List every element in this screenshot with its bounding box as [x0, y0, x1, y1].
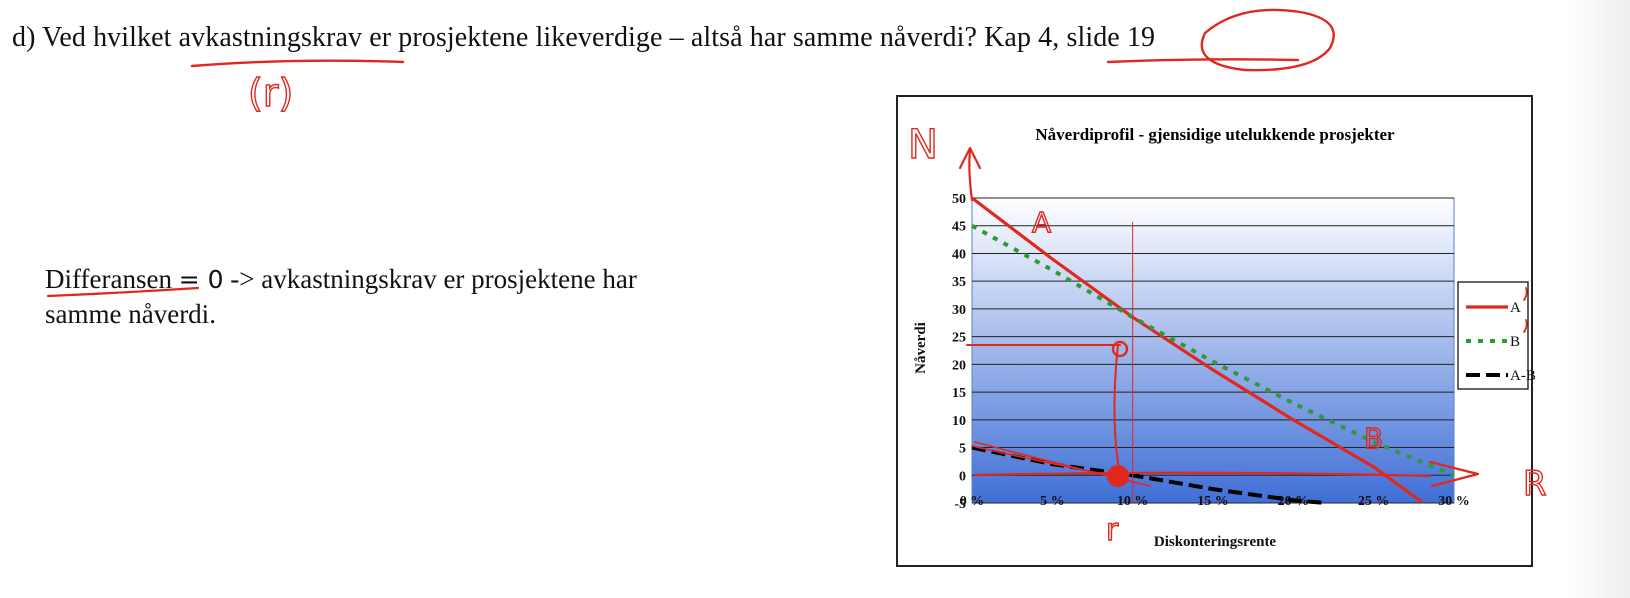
- legend-box: [1457, 281, 1529, 390]
- y-tick-labels: -5 0 5 10 15 20 25 30 35 40 45 50: [952, 192, 966, 512]
- ink-R-label: R: [1523, 464, 1547, 504]
- y-tick-label: 40: [952, 247, 966, 262]
- ink-intersection-circle: [1111, 340, 1129, 358]
- x-tick-label: 30 %: [1438, 494, 1470, 509]
- y-tick-label: 0: [959, 469, 966, 484]
- ink-N-label: N: [908, 122, 938, 168]
- plot-area: [971, 197, 1455, 504]
- y-tick-label: 50: [952, 192, 966, 207]
- answer-rest-line1: -> avkastningskrav er prosjektene har: [223, 264, 637, 294]
- y-tick-label: 45: [952, 220, 966, 235]
- x-tick-labels: 0 % 5 % 10 % 15 % 20 % 25 % 30 %: [960, 494, 1470, 509]
- x-tick-label: 5 %: [1040, 494, 1065, 509]
- x-tick-label: 15 %: [1197, 494, 1229, 509]
- x-axis-label: Diskonteringsrente: [1154, 534, 1277, 550]
- answer-paragraph: Differansen = 0 -> avkastningskrav er pr…: [45, 262, 725, 332]
- underline-kap4-slide19: [1106, 58, 1300, 64]
- grid-lines: [972, 197, 1454, 504]
- underline-differansen: [46, 286, 200, 298]
- y-axis-label: Nåverdi: [913, 322, 929, 374]
- x-tick-label: 0 %: [960, 494, 985, 509]
- y-tick-label: 15: [952, 386, 966, 401]
- ink-r-axis-label: r: [1106, 513, 1119, 548]
- y-tick-label: -5: [954, 497, 966, 512]
- ink-B-label: B: [1364, 422, 1383, 455]
- handwritten-annotations: [46, 8, 1528, 488]
- ink-n-axis: [968, 148, 974, 202]
- y-tick-label: 20: [952, 358, 966, 373]
- answer-line2: samme nåverdi.: [45, 299, 216, 329]
- underline-avkastningskrav: [190, 59, 405, 68]
- series-line-a: [971, 196, 1423, 504]
- series-line-b: [971, 223, 1455, 478]
- answer-term: Differansen: [45, 264, 172, 294]
- legend: A B A-B: [1466, 300, 1536, 384]
- ink-r-axis: [973, 471, 1432, 478]
- y-tick-label: 35: [952, 275, 966, 290]
- ink-irr-dot: [1107, 465, 1129, 487]
- y-tick-label: 25: [952, 331, 966, 346]
- ink-A-label: A: [1032, 206, 1051, 239]
- ink-vertical-drop: [1113, 344, 1121, 476]
- y-tick-label: 10: [952, 414, 966, 429]
- ink-r-axis-arrow: [1428, 460, 1480, 488]
- question-text: d) Ved hvilket avkastningskrav er prosje…: [12, 22, 1156, 53]
- ink-r-label: (r): [248, 71, 293, 115]
- ink-n-axis-arrow: [958, 146, 982, 170]
- x-tick-label: 25 %: [1358, 494, 1390, 509]
- legend-label-b: B: [1510, 334, 1520, 350]
- legend-label-a-b: A-B: [1510, 368, 1536, 384]
- ink-checkmarks: [1523, 287, 1528, 333]
- legend-label-a: A: [1510, 300, 1521, 316]
- y-tick-label: 5: [959, 442, 966, 457]
- y-tick-label: 30: [952, 303, 966, 318]
- circle-slide19: [1200, 8, 1335, 72]
- chart-title: Nåverdiprofil - gjensidige utelukkende p…: [1035, 125, 1395, 144]
